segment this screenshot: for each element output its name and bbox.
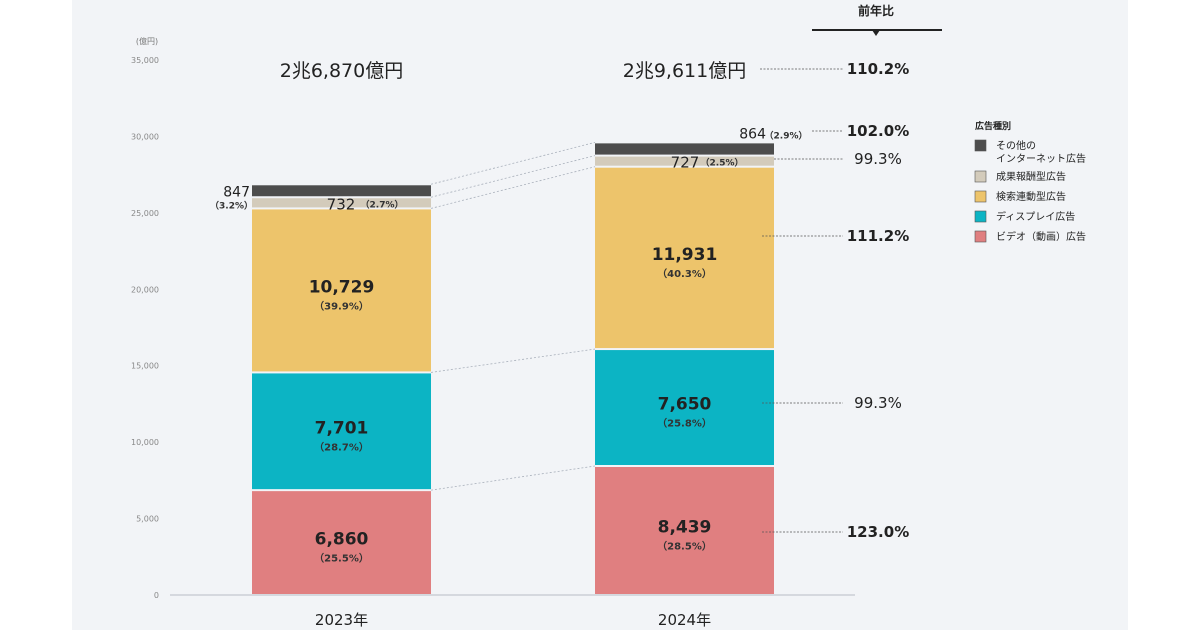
bar-value-label: 10,729 bbox=[309, 277, 375, 297]
yoy-value: 102.0% bbox=[847, 122, 909, 140]
bar-total-label: 2兆6,870億円 bbox=[280, 60, 403, 82]
y-tick-label: 10,000 bbox=[131, 438, 159, 447]
bar-segment bbox=[252, 209, 431, 372]
yoy-header-pointer bbox=[872, 30, 880, 36]
legend-swatch bbox=[974, 230, 987, 243]
y-tick-label: 15,000 bbox=[131, 362, 159, 371]
bar-share-label: （39.9%） bbox=[314, 299, 369, 312]
bar-share-label: （2.9%） bbox=[765, 130, 808, 141]
legend-swatch bbox=[974, 190, 987, 203]
bar-share-label: （2.5%） bbox=[701, 158, 744, 169]
bar-segment bbox=[595, 350, 774, 466]
bar-value-label: 727 bbox=[671, 154, 700, 172]
yoy-value: 110.2% bbox=[847, 60, 909, 78]
bar-share-label: （3.2%） bbox=[210, 200, 253, 211]
connector-line bbox=[430, 465, 596, 491]
legend-label: その他のインターネット広告 bbox=[996, 139, 1086, 165]
legend-swatch bbox=[974, 139, 987, 152]
bar-segment bbox=[595, 143, 774, 155]
y-tick-label: 5,000 bbox=[136, 515, 159, 524]
bar-segment bbox=[252, 373, 431, 490]
connector-line bbox=[430, 166, 596, 209]
bar-segment bbox=[252, 198, 431, 208]
y-tick-label: 0 bbox=[154, 591, 159, 600]
bar-share-label: （2.7%） bbox=[361, 199, 404, 210]
yoy-value: 123.0% bbox=[847, 523, 909, 541]
y-unit-label: (億円) bbox=[136, 36, 158, 46]
bar-total-label: 2兆9,611億円 bbox=[623, 60, 746, 82]
bar-share-label: （25.8%） bbox=[657, 417, 712, 430]
y-tick-label: 25,000 bbox=[131, 209, 159, 218]
x-category-label: 2024年 bbox=[658, 611, 711, 629]
bar-segment bbox=[595, 467, 774, 594]
connector-line bbox=[430, 348, 596, 373]
x-category-label: 2023年 bbox=[315, 611, 368, 629]
bar-segment bbox=[252, 185, 431, 197]
bar-value-label: 11,931 bbox=[652, 245, 718, 265]
legend-swatch bbox=[974, 210, 987, 223]
bar-segment bbox=[595, 156, 774, 166]
bar-segment bbox=[595, 167, 774, 349]
yoy-value: 99.3% bbox=[854, 394, 902, 412]
bar-value-label: 6,860 bbox=[315, 530, 369, 550]
connector-line bbox=[430, 155, 596, 198]
bar-share-label: （28.5%） bbox=[657, 540, 712, 553]
bar-value-label: 7,650 bbox=[658, 395, 712, 415]
legend-label: ディスプレイ広告 bbox=[996, 210, 1075, 223]
legend-label: 検索連動型広告 bbox=[996, 190, 1066, 203]
yoy-value: 111.2% bbox=[847, 227, 909, 245]
bar-value-label: 732 bbox=[327, 195, 356, 213]
legend-swatch bbox=[974, 170, 987, 183]
bar-value-label: 7,701 bbox=[315, 418, 369, 438]
y-tick-label: 20,000 bbox=[131, 285, 159, 294]
yoy-header: 前年比 bbox=[858, 3, 894, 18]
bar-share-label: （28.7%） bbox=[314, 440, 369, 453]
y-tick-label: 35,000 bbox=[131, 56, 159, 65]
bar-share-label: （25.5%） bbox=[314, 552, 369, 565]
yoy-value: 99.3% bbox=[854, 150, 902, 168]
bar-segment bbox=[252, 491, 431, 594]
connector-line bbox=[430, 141, 596, 185]
legend-label: 成果報酬型広告 bbox=[996, 170, 1066, 183]
bar-value-label: 864 bbox=[739, 126, 766, 142]
bar-share-label: （40.3%） bbox=[657, 267, 712, 280]
legend-title: 広告種別 bbox=[975, 120, 1011, 132]
bar-value-label: 847 bbox=[223, 184, 250, 200]
legend-label: ビデオ（動画）広告 bbox=[996, 230, 1086, 243]
bar-value-label: 8,439 bbox=[658, 518, 712, 538]
y-tick-label: 30,000 bbox=[131, 132, 159, 141]
